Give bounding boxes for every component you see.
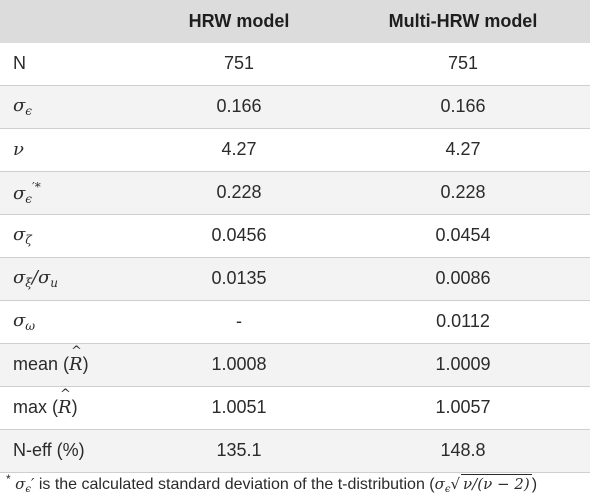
header-hrw-model: HRW model (188, 11, 290, 31)
footnote-sigma: σ (15, 475, 26, 493)
hrw-value: 0.228 (216, 182, 262, 202)
header-multi-hrw-model: Multi-HRW model (388, 11, 538, 31)
hrw-value: 135.1 (216, 440, 262, 460)
hrw-value: 1.0008 (211, 354, 267, 374)
symbol: σ (13, 182, 26, 204)
r-hat-symbol: R (58, 387, 72, 418)
math-label: ν (13, 139, 24, 160)
row-label: N-eff (%) (13, 440, 85, 460)
row-label-close: ) (71, 397, 78, 417)
divisor-subscript: u (50, 276, 58, 290)
table-row: N 751 751 (0, 43, 590, 85)
table-row: max (R) 1.0051 1.0057 (0, 386, 590, 429)
row-label-text: max ( (13, 397, 58, 417)
hrw-value: 751 (223, 53, 255, 74)
hrw-value: 0.0456 (211, 225, 267, 245)
math-label: σϵ′* (13, 179, 41, 206)
subscript: ϵ (25, 104, 33, 118)
symbol: σ (13, 267, 26, 288)
symbol: σ (13, 310, 26, 331)
multi-hrw-value: 4.27 (445, 139, 481, 159)
subscript: ϵ (25, 191, 33, 206)
multi-hrw-value: 0.0086 (435, 268, 491, 288)
superscript: ′* (32, 179, 41, 194)
footnote-prime: ′ (30, 475, 35, 493)
math-label: σω (13, 310, 36, 333)
table-footnote: * σϵ′ is the calculated standard deviati… (6, 472, 537, 495)
row-label: σζ (0, 214, 142, 257)
table-row: mean (R) 1.0008 1.0009 (0, 343, 590, 386)
footnote-symbol: σϵ′ (15, 475, 35, 495)
math-label: σξ/σu (13, 267, 58, 290)
hrw-value: 1.0051 (211, 397, 267, 417)
parameter-table: HRW model Multi-HRW model N 751 751 σϵ 0… (0, 0, 590, 473)
divisor-symbol: /σ (31, 267, 51, 288)
row-label-text: mean ( (13, 354, 70, 374)
math-label: σϵ (13, 95, 33, 118)
multi-hrw-value: 0.166 (440, 96, 486, 116)
row-label: max (R) (0, 386, 142, 429)
hrw-value: 4.27 (221, 139, 257, 159)
table-row: σζ 0.0456 0.0454 (0, 214, 590, 257)
footnote-formula: σϵ√ ν/(ν − 2) (434, 474, 532, 495)
subscript: ζ (25, 233, 32, 247)
hrw-value: - (236, 311, 242, 331)
symbol: σ (13, 224, 26, 245)
footnote-sigma-sub: ϵ (25, 484, 31, 495)
table-row: ν 4.27 4.27 (0, 128, 590, 171)
formula-sigma-sub: ϵ (444, 484, 451, 495)
hrw-value: 0.0135 (211, 268, 267, 288)
formula-sqrt-content: ν/(ν − 2) (461, 474, 532, 493)
multi-hrw-value: 1.0057 (435, 397, 491, 417)
subscript: ω (25, 319, 36, 333)
multi-hrw-value: 148.8 (440, 440, 486, 460)
hrw-value: 0.166 (216, 96, 262, 116)
row-label: σξ/σu (0, 257, 142, 300)
multi-hrw-value: 0.0454 (435, 225, 491, 245)
multi-hrw-value: 1.0009 (435, 354, 491, 374)
multi-hrw-value: 0.0112 (436, 311, 490, 331)
row-label: N (13, 53, 26, 74)
math-label: σζ (13, 224, 32, 247)
multi-hrw-value: 751 (447, 53, 479, 74)
header-empty (0, 0, 142, 43)
header-row: HRW model Multi-HRW model (0, 0, 590, 43)
table-row: σϵ 0.166 0.166 (0, 85, 590, 128)
row-label-close: ) (82, 354, 89, 374)
row-label: mean (R) (0, 343, 142, 386)
table-row: σξ/σu 0.0135 0.0086 (0, 257, 590, 300)
footnote-close: ) (531, 476, 538, 493)
symbol: σ (13, 95, 26, 116)
r-hat-symbol: R (69, 344, 83, 375)
row-label: σϵ′* (0, 171, 142, 214)
footnote-star: * (6, 472, 11, 486)
table-row: σϵ′* 0.228 0.228 (0, 171, 590, 214)
multi-hrw-value: 0.228 (440, 182, 486, 202)
table-row: N-eff (%) 135.1 148.8 (0, 429, 590, 472)
row-label: σϵ (0, 85, 142, 128)
table-row: σω - 0.0112 (0, 300, 590, 343)
formula-sigma: σ (434, 475, 445, 493)
row-label: ν (0, 128, 142, 171)
row-label: σω (0, 300, 142, 343)
subscript: ξ (25, 276, 32, 290)
footnote-text: is the calculated standard deviation of … (34, 476, 435, 493)
